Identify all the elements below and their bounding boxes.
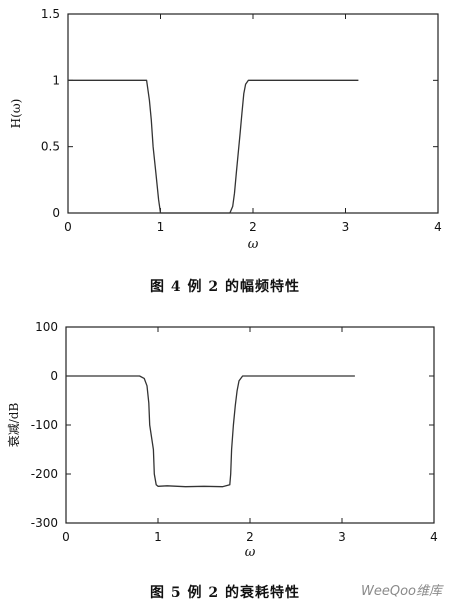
fig5-y-tick-label: -200: [31, 467, 58, 481]
fig5-x-tick-label: 1: [154, 530, 162, 544]
watermark-logo: WeeQoo维库: [361, 584, 442, 599]
fig4-y-axis-label: H(ω): [9, 99, 23, 129]
fig4-x-tick-label: 4: [434, 220, 442, 234]
fig4-y-tick-label: 0.5: [41, 140, 60, 154]
fig5-response-line: [66, 375, 355, 488]
fig5-y-tick-label: -100: [31, 418, 58, 432]
fig5-x-tick-label: 4: [430, 530, 438, 544]
fig4-response-line: [68, 79, 359, 214]
fig4-y-tick-label: 1: [52, 73, 60, 87]
fig5-caption: 图 5 例 2 的衰耗特性: [150, 585, 300, 601]
fig5-x-axis-label: ω: [245, 545, 256, 560]
fig5-y-axis-label: 衰减/dB: [6, 403, 21, 448]
fig4-x-tick-label: 1: [157, 220, 165, 234]
fig5-x-tick-label: 2: [246, 530, 254, 544]
fig4-x-tick-label: 0: [64, 220, 72, 234]
fig5-plot-frame: [65, 326, 435, 524]
fig5-y-tick-label: 100: [35, 320, 58, 334]
fig4-x-tick-label: 3: [342, 220, 350, 234]
fig4-x-axis-label: ω: [248, 237, 259, 252]
fig4-y-tick-label: 1.5: [41, 7, 60, 21]
fig5-y-tick-label: -300: [31, 516, 58, 530]
fig5-y-tick-label: 0: [50, 369, 58, 383]
fig4-y-tick-label: 0: [52, 206, 60, 220]
fig4-caption: 图 4 例 2 的幅频特性: [150, 279, 300, 295]
fig4-plot-frame: [67, 13, 439, 214]
fig5-x-tick-label: 3: [338, 530, 346, 544]
fig4-x-tick-label: 2: [249, 220, 257, 234]
fig5-x-tick-label: 0: [62, 530, 70, 544]
